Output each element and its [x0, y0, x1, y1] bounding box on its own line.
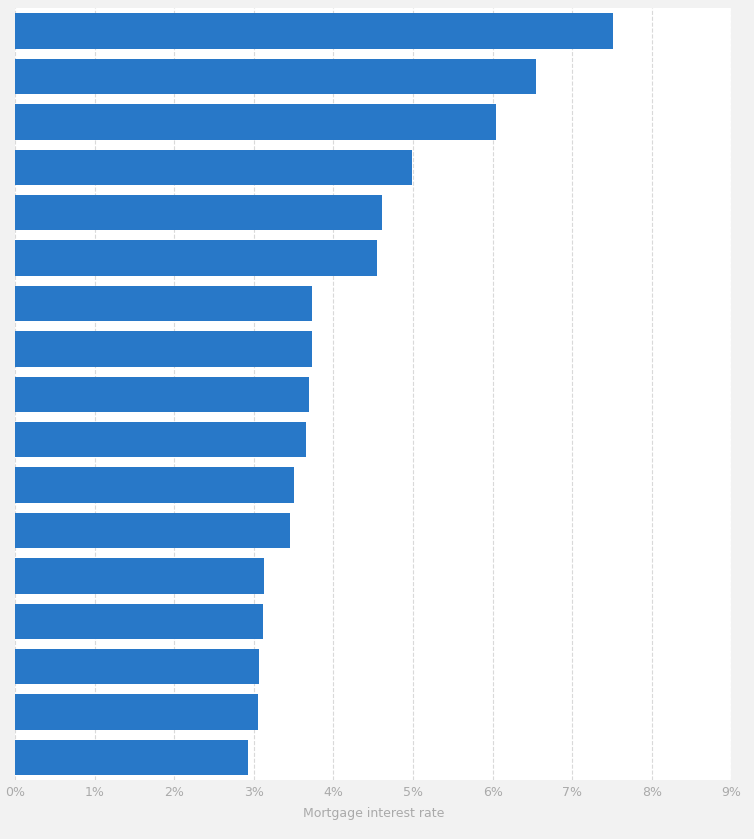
Bar — [15, 422, 305, 457]
Bar — [15, 467, 293, 503]
X-axis label: Mortgage interest rate: Mortgage interest rate — [302, 807, 444, 821]
Bar — [15, 603, 262, 639]
Bar — [15, 558, 264, 594]
Bar — [15, 695, 258, 730]
Bar — [15, 331, 312, 367]
Bar — [15, 513, 290, 548]
Bar — [15, 59, 535, 94]
Bar — [15, 377, 309, 412]
Bar — [15, 195, 382, 231]
Bar — [15, 740, 248, 775]
Bar — [15, 649, 259, 685]
Bar — [15, 286, 312, 321]
Bar — [15, 13, 613, 49]
Bar — [15, 149, 412, 185]
Bar — [15, 104, 496, 139]
Bar — [15, 241, 377, 276]
